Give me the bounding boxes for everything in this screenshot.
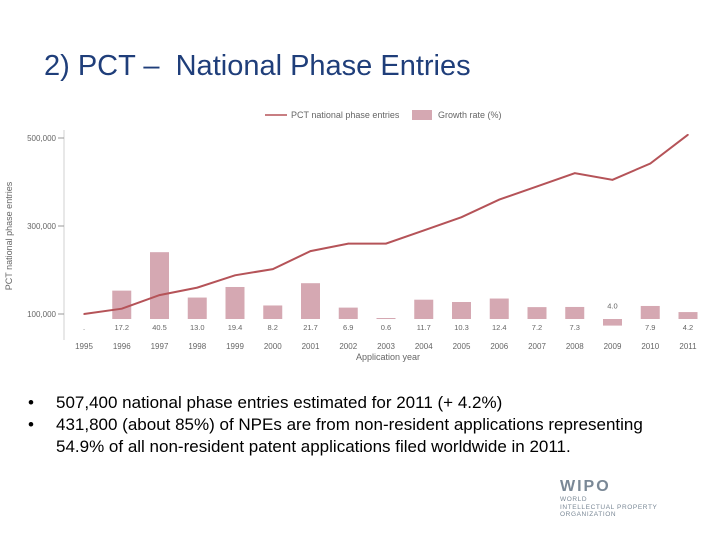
growth-bar-label: 40.5: [152, 323, 167, 332]
npe-points: [83, 133, 689, 315]
bullet-list: 507,400 national phase entries estimated…: [28, 392, 668, 458]
growth-bar: [527, 307, 547, 319]
x-tick-label: 1999: [226, 342, 244, 351]
growth-bar-label: 8.2: [268, 323, 278, 332]
growth-bar-label: .: [83, 323, 85, 332]
growth-bar-label: 21.7: [303, 323, 318, 332]
growth-bar-label: 7.3: [570, 323, 580, 332]
npe-line: [83, 133, 689, 315]
growth-bar-label: 12.4: [492, 323, 507, 332]
x-tick-label: 1995: [75, 342, 93, 351]
x-tick-label: 2003: [377, 342, 395, 351]
x-tick-label: 2009: [604, 342, 622, 351]
growth-bar-label: 11.7: [417, 323, 431, 332]
growth-bars: [112, 252, 698, 326]
x-tick-label: 1996: [113, 342, 131, 351]
npe-point: [460, 216, 463, 218]
npe-point: [309, 250, 312, 252]
growth-bar: [565, 306, 585, 319]
growth-bar-label: 0.6: [381, 323, 391, 332]
growth-bar: [489, 298, 509, 319]
npe-point: [611, 179, 614, 181]
x-tick-label: 2002: [339, 342, 357, 351]
x-tick-label: 1997: [151, 342, 169, 351]
x-tick-label: 2006: [490, 342, 508, 351]
growth-bar-labels: . 17.2 40.5 13.0 19.4 8.2 21.7 6.9 0.6 11.7 10.3 12…: [83, 301, 693, 332]
x-axis-tick-labels: 1995 1996 1997 1998 1999 2000 2001 2002 2003 2004…: [75, 342, 697, 351]
legend-bar-swatch: [412, 110, 432, 120]
npe-point: [687, 133, 689, 136]
x-tick-label: 2008: [566, 342, 584, 351]
growth-bar: [150, 252, 169, 319]
npe-point: [234, 274, 236, 277]
npe-point: [83, 313, 85, 315]
npe-point: [158, 294, 161, 296]
bullet-item: 507,400 national phase entries estimated…: [28, 392, 668, 414]
logo-line: World: [560, 496, 588, 503]
growth-bar-label: 10.3: [454, 323, 469, 332]
x-tick-label: 2007: [528, 342, 546, 351]
y-tick-label: 500,000: [27, 134, 56, 143]
logo-wordmark: WIPO: [560, 478, 611, 495]
chart: PCT national phase entries Growth rate (…: [4, 110, 698, 362]
npe-point: [120, 307, 123, 310]
growth-bar: [678, 312, 698, 319]
x-tick-label: 2010: [641, 342, 659, 351]
growth-bar: [603, 319, 622, 326]
y-axis-title: PCT national phase entries: [4, 181, 14, 290]
slide-title: 2) PCT – National Phase Entries: [44, 50, 471, 82]
npe-point: [196, 286, 199, 289]
growth-bar-label: 7.9: [645, 323, 655, 332]
x-tick-label: 2011: [679, 342, 697, 351]
legend-bar-label: Growth rate (%): [438, 110, 502, 120]
npe-point: [347, 242, 350, 245]
npe-point: [498, 198, 501, 201]
npe-point: [422, 229, 425, 232]
growth-bar-label: 13.0: [190, 323, 205, 332]
growth-bar: [225, 286, 245, 319]
growth-bar: [263, 305, 283, 319]
x-tick-label: 2001: [302, 342, 320, 351]
growth-bar: [112, 290, 132, 319]
npe-point: [385, 242, 387, 245]
npe-point: [271, 268, 274, 270]
x-tick-label: 2000: [264, 342, 282, 351]
npe-point: [649, 162, 652, 165]
bullet-item: 431,800 (about 85%) of NPEs are from non…: [28, 414, 668, 458]
x-tick-label: 2005: [453, 342, 471, 351]
x-tick-label: 2004: [415, 342, 433, 351]
growth-bar: [338, 307, 358, 319]
growth-bar-label: 7.2: [532, 323, 542, 332]
growth-bar: [452, 302, 471, 319]
growth-bar: [187, 297, 207, 319]
x-axis-title: Application year: [356, 352, 420, 362]
x-tick-label: 1998: [188, 342, 206, 351]
growth-bar: [640, 305, 660, 319]
y-axis: 100,000 300,000 500,000: [27, 130, 65, 340]
logo-line: Organization: [560, 511, 617, 518]
npe-point: [573, 172, 576, 174]
logo-line: Intellectual Property: [560, 503, 658, 511]
chart-legend: PCT national phase entries Growth rate (…: [265, 110, 502, 120]
wipo-logo: WIPO World Intellectual Property Organiz…: [560, 478, 657, 519]
growth-bar: [301, 283, 320, 319]
growth-bar: [414, 299, 434, 319]
growth-bar: [376, 318, 396, 320]
growth-bar-label: 17.2: [114, 323, 129, 332]
growth-bar-label: 4.2: [683, 323, 693, 332]
y-tick-label: 300,000: [27, 222, 56, 231]
growth-bar-label: 4.0: [607, 301, 617, 310]
legend-line-label: PCT national phase entries: [291, 110, 400, 120]
growth-bar-label: 6.9: [343, 323, 353, 332]
y-tick-label: 100,000: [27, 310, 56, 319]
npe-point: [536, 185, 538, 188]
growth-bar-label: 19.4: [228, 323, 243, 332]
